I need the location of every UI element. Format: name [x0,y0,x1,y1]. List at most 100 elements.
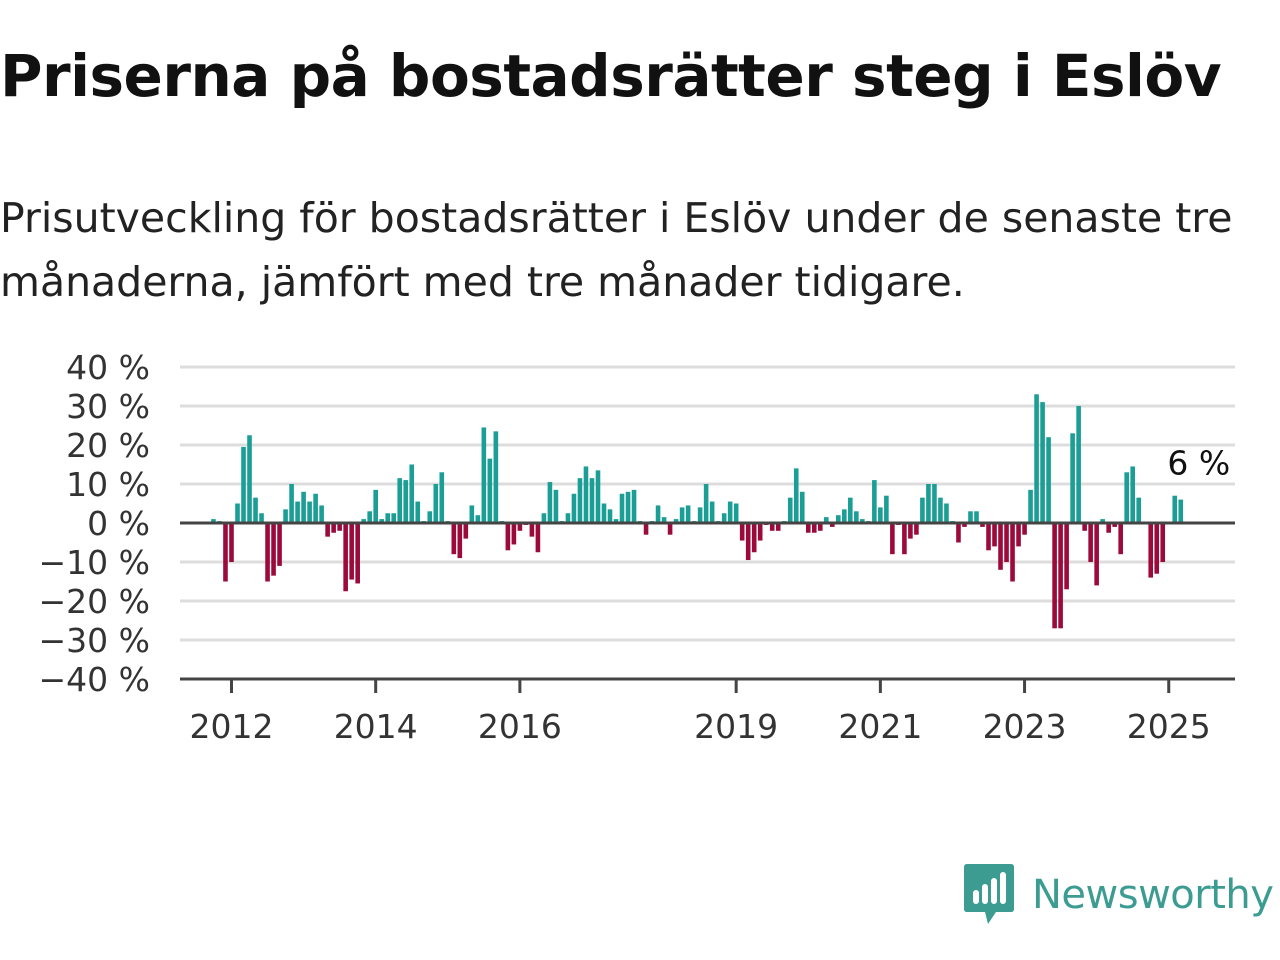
bar [938,497,943,523]
bar [968,511,973,523]
bar [1070,433,1075,523]
bar [265,523,270,582]
bar [1124,472,1129,523]
bar [295,501,300,523]
bar [1160,523,1166,562]
x-tick-label: 2025 [1127,707,1211,746]
bar [571,493,577,523]
bar [301,491,306,523]
x-tick-label: 2019 [694,707,778,746]
bar [793,468,799,523]
bar [848,497,853,523]
bar [319,505,324,523]
bar [817,523,823,531]
bar [980,523,985,527]
bar [283,509,288,523]
y-tick-label: −20 % [39,582,151,621]
bar [577,478,583,523]
bar [247,435,252,523]
bar [805,523,811,533]
bar [787,497,793,523]
bar [361,519,366,523]
bar [505,523,511,551]
bar [1100,519,1105,523]
bar [799,491,805,523]
y-tick-label: 40 % [66,348,150,387]
y-tick-label: 30 % [66,387,150,426]
y-tick-label: 20 % [66,426,150,465]
bar [337,523,342,531]
bar [619,493,625,523]
bar [697,507,703,523]
bar [211,519,216,523]
newsworthy-logo-icon [964,864,1014,924]
bar [529,523,535,537]
bar [944,503,949,523]
bar [1022,523,1027,535]
bar [535,523,541,553]
bar [902,523,907,555]
bar [1154,523,1160,574]
brand-footer: Newsworthy [964,864,1274,926]
bar [475,515,481,523]
bar [769,523,775,531]
bar [872,480,877,523]
bar [235,503,240,523]
bar [373,489,378,523]
bar [457,523,463,559]
bar [613,519,619,523]
bar [745,523,751,561]
latest-value-label: 6 % [1167,444,1230,483]
bar [1148,523,1154,578]
x-tick-label: 2021 [838,707,922,746]
y-tick-label: −40 % [39,660,151,699]
bar [541,513,547,523]
bar [998,523,1003,570]
bar [727,501,733,523]
bar [860,519,865,523]
bar [926,484,931,523]
bar [685,505,691,523]
bar [914,523,919,535]
bar [229,523,234,562]
bar [481,427,487,523]
bar [625,491,631,523]
bar [1088,523,1093,562]
bar [739,523,745,541]
bar [583,466,589,523]
bar [721,513,727,523]
bar [1118,523,1123,555]
x-tick-label: 2014 [334,707,418,746]
bar [932,484,937,523]
bar [313,493,318,523]
bar [956,523,961,543]
bar [547,482,553,523]
bar [427,511,433,523]
bar [1064,523,1069,590]
bar [890,523,895,555]
bar [751,523,757,553]
bar [992,523,997,547]
bar [974,511,979,523]
y-tick-label: 10 % [66,465,150,504]
bar [349,523,354,580]
bar [1034,394,1039,523]
bar [409,464,415,523]
bar [1058,523,1063,629]
bar [397,478,403,523]
bar [607,509,613,523]
bar [415,501,421,523]
bar [259,513,264,523]
bar [1076,406,1081,523]
bar [517,523,523,531]
bar [355,523,360,584]
page-title: Priserna på bostadsrätter steg i Eslöv [0,42,1222,110]
bar [709,501,715,523]
page-subtitle: Prisutveckling för bostadsrätter i Eslöv… [0,194,1233,306]
bar [469,505,475,523]
bar [331,523,336,533]
bar [343,523,348,592]
bar [823,517,829,523]
x-tick-label: 2012 [190,707,274,746]
